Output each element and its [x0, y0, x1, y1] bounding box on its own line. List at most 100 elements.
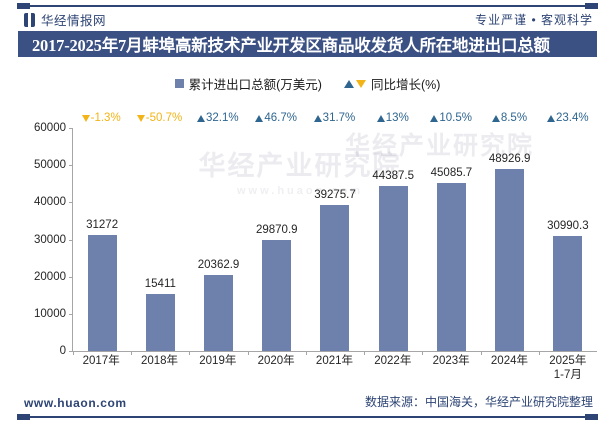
- bar[interactable]: 20362.9: [198, 259, 239, 351]
- plot-area: 31272 15411 20362.9 29870.9 39275.7 44387.5 45…: [34, 122, 597, 357]
- brand-mark-icon: [24, 12, 35, 27]
- page-title: 2017-2025年7月蚌埠高新技术产业开发区商品收发货人所在地进出口总额: [32, 36, 550, 55]
- y-axis-tick: 50000: [34, 159, 73, 171]
- bar-value-label: 31272: [86, 218, 119, 231]
- x-axis-tick: [480, 351, 482, 355]
- bar[interactable]: 39275.7: [314, 189, 356, 351]
- triangle-up-icon: [313, 114, 322, 122]
- triangle-up-icon: [376, 114, 385, 122]
- legend-label-growth: 同比增长(%): [370, 78, 441, 92]
- footer-site-url[interactable]: www.huaon.com: [24, 396, 127, 410]
- bar[interactable]: 48926.9: [489, 153, 530, 351]
- bar-value-label: 48926.9: [488, 153, 531, 166]
- x-axis-label: 2023年: [432, 355, 470, 367]
- bar[interactable]: 44387.5: [372, 170, 414, 351]
- x-axis-tick: [189, 351, 191, 355]
- bar-slot: 39275.7: [305, 128, 364, 355]
- triangle-down-icon: [355, 79, 366, 88]
- y-axis-tick: 40000: [34, 196, 73, 208]
- legend-item-growth[interactable]: 同比增长(%): [343, 74, 441, 93]
- growth-rate-annotation: -1.3%: [72, 110, 130, 126]
- growth-rate-annotation: -50.7%: [130, 110, 188, 126]
- square-marker-icon: [174, 79, 184, 88]
- x-axis-tick: [73, 351, 74, 355]
- bar[interactable]: 15411: [145, 278, 176, 351]
- growth-rate-annotation: 32.1%: [189, 110, 247, 126]
- bar-slot: 44387.5: [364, 128, 422, 355]
- growth-rate-annotation: 8.5%: [480, 110, 538, 126]
- growth-rate-value: 32.1%: [206, 112, 239, 124]
- triangle-pair-marker-icon: [343, 79, 366, 88]
- legend-item-total[interactable]: 累计进出口总额(万美元): [174, 74, 322, 93]
- growth-rate-value: 8.5%: [500, 112, 528, 124]
- bar-slot: 20362.9: [189, 128, 247, 355]
- y-axis-tick: 20000: [34, 271, 73, 283]
- bar-series: 31272 15411 20362.9 29870.9 39275.7 44387.5 45…: [73, 128, 597, 355]
- footer-source-note: 数据来源：中国海关，华经产业研究院整理: [364, 395, 593, 409]
- page-footer: www.huaon.com 数据来源：中国海关，华经产业研究院整理: [0, 387, 615, 427]
- triangle-up-icon: [197, 114, 206, 122]
- x-axis-tick: [422, 351, 424, 355]
- bar-slot: 30990.3: [538, 128, 597, 355]
- bar[interactable]: 29870.9: [256, 224, 298, 351]
- bar-value-label: 45085.7: [430, 167, 473, 180]
- x-axis-label: 2025年 1-7月: [539, 354, 597, 382]
- x-axis-label: 2018年: [140, 355, 179, 367]
- x-axis-label: 2019年: [199, 355, 237, 367]
- x-axis-tick: [364, 351, 366, 355]
- bar-slot: 31272: [73, 128, 131, 355]
- bar-slot: 29870.9: [247, 128, 306, 355]
- bar[interactable]: 31272: [86, 219, 118, 351]
- top-divider: [17, 3, 598, 9]
- x-axis-labels: 2017年 2018年 2019年 2020年 2021年 2022年 2023年 2024年…: [72, 354, 597, 382]
- y-axis-tick: 30000: [34, 234, 73, 246]
- x-axis-tick: [247, 351, 249, 355]
- bar[interactable]: 45085.7: [431, 167, 472, 351]
- growth-rate-value: -1.3%: [90, 112, 121, 124]
- bar-value-label: 15411: [144, 277, 176, 290]
- header-slogan: 专业严谨 • 客观科学: [475, 13, 593, 27]
- triangle-up-icon: [255, 114, 264, 122]
- growth-rate-value: 46.7%: [264, 112, 297, 124]
- bar-value-label: 20362.9: [197, 259, 240, 272]
- growth-rate-value: 10.5%: [439, 112, 472, 124]
- growth-rate-annotation: 13%: [364, 110, 422, 126]
- y-axis-tick: 0: [60, 345, 74, 357]
- growth-rate-value: 23.4%: [555, 112, 589, 124]
- chart-canvas: 华经产业研究院 www.huaon.com 华经产业研究院 -1.3% -50.7…: [0, 96, 615, 381]
- triangle-up-icon: [491, 114, 500, 122]
- triangle-up-icon: [546, 114, 555, 122]
- x-axis-label: 2017年: [82, 355, 120, 367]
- growth-rate-annotation: 23.4%: [539, 110, 597, 126]
- growth-rate-annotation: 31.7%: [305, 110, 363, 126]
- x-axis-label: 2021年: [315, 355, 354, 367]
- y-axis-tick: 60000: [34, 122, 73, 134]
- x-axis-label: 2022年: [374, 355, 412, 367]
- chart-legend: 累计进出口总额(万美元) 同比增长(%): [0, 74, 615, 93]
- bar-value-label: 39275.7: [314, 189, 356, 202]
- bar-slot: 15411: [131, 128, 189, 355]
- triangle-down-icon: [81, 114, 90, 122]
- growth-rate-value: 13%: [385, 112, 409, 124]
- legend-label-total: 累计进出口总额(万美元): [188, 78, 322, 92]
- growth-rate-value: -50.7%: [145, 112, 183, 124]
- growth-rate-value: 31.7%: [322, 112, 356, 124]
- y-axis-tick: 10000: [34, 308, 73, 320]
- bar[interactable]: 30990.3: [547, 220, 589, 351]
- brand-label: 华经情报网: [41, 14, 107, 28]
- bar-value-label: 30990.3: [547, 219, 589, 232]
- chart-title-bar: 2017-2025年7月蚌埠高新技术产业开发区商品收发货人所在地进出口总额: [18, 31, 597, 57]
- bar-slot: 45085.7: [422, 128, 480, 355]
- bar-slot: 48926.9: [480, 128, 539, 355]
- footer-divider: [17, 414, 598, 420]
- page-header: 华经情报网 专业严谨 • 客观科学: [0, 8, 615, 30]
- brand: 华经情报网: [24, 10, 106, 29]
- triangle-down-icon: [136, 114, 145, 122]
- growth-rate-annotation: 46.7%: [247, 110, 305, 126]
- x-axis-tick: [305, 351, 307, 355]
- x-axis-tick: [538, 351, 540, 355]
- x-axis-tick: [131, 351, 133, 355]
- triangle-up-icon: [430, 114, 439, 122]
- x-axis-label: 2020年: [257, 355, 295, 367]
